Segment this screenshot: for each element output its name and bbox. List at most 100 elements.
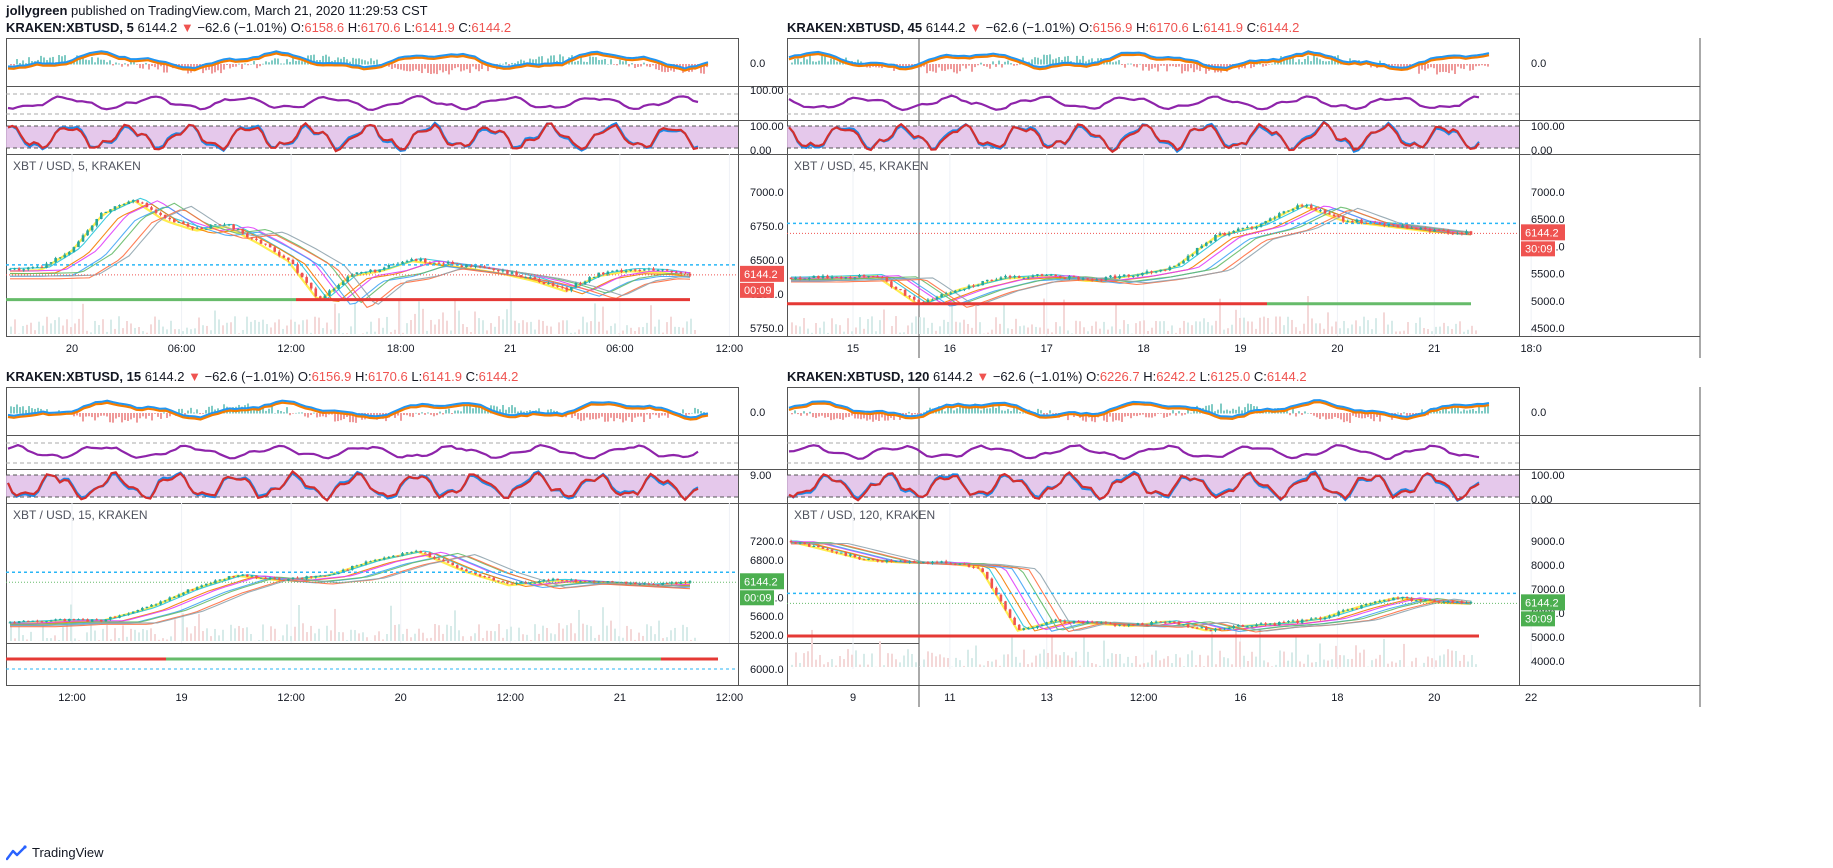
volume-bar bbox=[458, 630, 460, 641]
candle-body bbox=[172, 596, 176, 598]
author-name[interactable]: jollygreen bbox=[6, 3, 68, 18]
volume-bar bbox=[506, 309, 508, 334]
macd-histogram-bar bbox=[43, 57, 45, 65]
symbol-name[interactable]: KRAKEN:XBTUSD, 15 bbox=[6, 369, 142, 384]
volume-bar bbox=[682, 327, 684, 334]
volume-bar bbox=[502, 319, 504, 334]
tradingview-footer[interactable]: TradingView bbox=[6, 843, 104, 863]
candle-body bbox=[953, 290, 957, 293]
price-candle bbox=[976, 283, 980, 287]
macd-histogram-bar bbox=[655, 413, 657, 416]
volume-bar bbox=[1435, 660, 1437, 667]
candle-body bbox=[953, 563, 957, 565]
macd-histogram-bar bbox=[118, 413, 120, 418]
price-candle bbox=[300, 272, 304, 278]
candle-body bbox=[597, 272, 601, 278]
volume-bar bbox=[1439, 326, 1441, 334]
tradingview-logo-icon bbox=[6, 845, 27, 861]
candle-body bbox=[350, 274, 354, 277]
price-candle bbox=[922, 561, 925, 564]
volume-bar bbox=[330, 630, 332, 641]
volume-bar bbox=[246, 316, 248, 334]
price-candle bbox=[355, 272, 359, 275]
volume-bar bbox=[1315, 661, 1317, 667]
macd-histogram-bar bbox=[1451, 64, 1453, 71]
macd-histogram-bar bbox=[923, 412, 925, 414]
open-label: O: bbox=[290, 20, 305, 35]
candle-body bbox=[1351, 608, 1354, 610]
volume-bar bbox=[322, 328, 324, 334]
volume-bar bbox=[446, 320, 448, 334]
macd-histogram-bar bbox=[232, 64, 234, 67]
candle-body bbox=[1341, 610, 1345, 612]
candle-body bbox=[917, 562, 921, 564]
candle-body bbox=[844, 277, 848, 279]
macd-histogram-bar bbox=[1232, 408, 1234, 414]
volume-bar bbox=[907, 325, 909, 334]
candle-body bbox=[1008, 609, 1012, 618]
price-candle bbox=[1346, 219, 1350, 223]
candle-body bbox=[999, 594, 1003, 602]
symbol-name[interactable]: KRAKEN:XBTUSD, 45 bbox=[787, 20, 923, 35]
candle-body bbox=[1127, 624, 1131, 626]
price-candle bbox=[1341, 215, 1345, 224]
volume-bar bbox=[118, 638, 120, 641]
macd-histogram-bar bbox=[349, 61, 351, 65]
candle-body bbox=[428, 552, 432, 557]
macd-histogram-bar bbox=[256, 64, 258, 69]
volume-bar bbox=[1115, 654, 1117, 667]
macd-histogram-bar bbox=[256, 409, 258, 414]
macd-histogram-bar bbox=[649, 413, 651, 419]
candle-body bbox=[1410, 227, 1413, 229]
price-candle bbox=[1063, 619, 1067, 624]
candle-body bbox=[492, 268, 496, 271]
price-candle bbox=[209, 224, 213, 229]
price-candle bbox=[1141, 622, 1144, 625]
candle-body bbox=[433, 556, 436, 559]
candle-body bbox=[90, 225, 94, 231]
price-candle bbox=[127, 200, 130, 205]
macd-histogram-bar bbox=[815, 61, 817, 65]
volume-bar bbox=[1243, 317, 1245, 334]
macd-histogram-bar bbox=[529, 58, 531, 65]
price-candle bbox=[1205, 241, 1208, 247]
candle-body bbox=[68, 618, 71, 622]
volume-bar bbox=[434, 624, 436, 641]
macd-histogram-bar bbox=[634, 64, 636, 69]
symbol-name[interactable]: KRAKEN:XBTUSD, 5 bbox=[6, 20, 134, 35]
close-value: 6144.2 bbox=[1259, 20, 1300, 35]
volume-bar bbox=[434, 324, 436, 334]
volume-bar bbox=[831, 318, 833, 334]
volume-bar bbox=[1027, 327, 1029, 334]
price-candle bbox=[1077, 620, 1080, 622]
price-candle bbox=[1022, 627, 1026, 631]
volume-bar bbox=[859, 664, 861, 667]
macd-histogram-bar bbox=[628, 64, 630, 67]
candle-body bbox=[803, 542, 806, 544]
volume-bar bbox=[570, 332, 572, 334]
candle-body bbox=[1323, 210, 1327, 214]
macd-histogram-bar bbox=[1178, 64, 1180, 67]
volume-bar bbox=[382, 639, 384, 641]
candle-body bbox=[451, 562, 454, 566]
symbol-name[interactable]: KRAKEN:XBTUSD, 120 bbox=[787, 369, 930, 384]
volume-bar bbox=[126, 636, 128, 641]
volume-bar bbox=[1267, 318, 1269, 334]
price-candle bbox=[1328, 211, 1331, 215]
macd-histogram-bar bbox=[40, 55, 42, 65]
macd-histogram-bar bbox=[547, 409, 549, 414]
volume-bar bbox=[338, 632, 340, 641]
macd-histogram-bar bbox=[619, 413, 621, 420]
macd-histogram-bar bbox=[1352, 413, 1354, 416]
candle-body bbox=[341, 569, 345, 573]
price-candle bbox=[31, 266, 35, 270]
candle-body bbox=[1209, 630, 1213, 632]
candle-body bbox=[926, 299, 930, 303]
volume-bar bbox=[474, 633, 476, 641]
macd-histogram-bar bbox=[295, 412, 297, 414]
macd-histogram-bar bbox=[1136, 413, 1138, 417]
macd-histogram-bar bbox=[1295, 62, 1297, 65]
price-candle bbox=[401, 552, 404, 557]
candle-body bbox=[1232, 230, 1235, 233]
price-candle bbox=[560, 580, 564, 582]
